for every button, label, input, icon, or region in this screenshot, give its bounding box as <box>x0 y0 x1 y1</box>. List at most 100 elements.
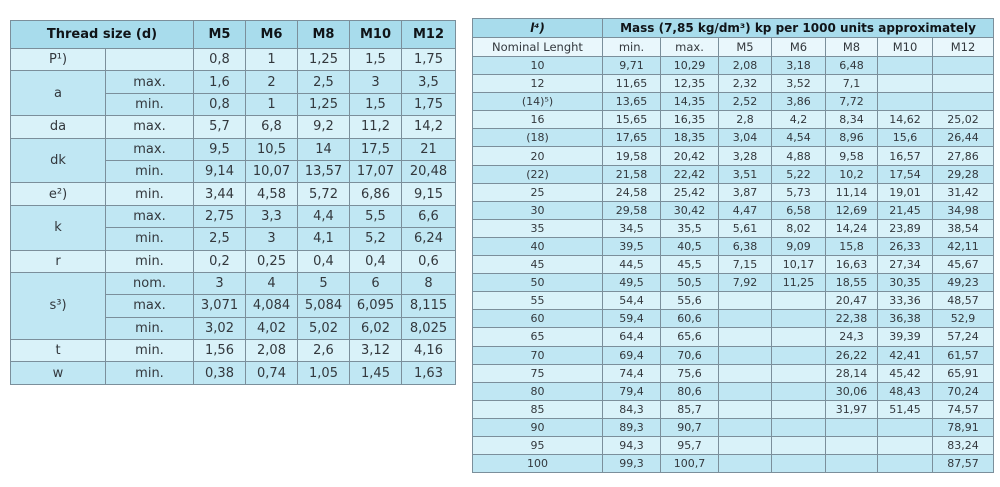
table-cell: 1,25 <box>297 47 350 72</box>
table-row: 35 34,5 35,5 5,61 8,02 14,24 23,89 38,54 <box>472 218 995 238</box>
table-cell: 0,8 <box>193 47 246 72</box>
table-cell <box>718 363 772 383</box>
table-cell: 17,65 <box>602 128 661 148</box>
row-label: t <box>10 339 106 363</box>
mass-table-body: 10 9,71 10,29 2,08 3,18 6,48 12 11,65 12,35 2,32 3… <box>472 55 995 474</box>
table-cell: 5,7 <box>193 115 246 139</box>
nominal-length-value: 70 <box>472 345 603 365</box>
table-cell: 5,084 <box>297 294 350 318</box>
table-cell: 9,5 <box>193 137 246 161</box>
table-cell: 0,8 <box>193 92 246 117</box>
nominal-length-value: 10 <box>472 55 603 76</box>
col-header: min. <box>602 37 661 57</box>
table-cell <box>718 417 772 437</box>
nominal-length-value: 20 <box>472 146 603 166</box>
table-row: a max. 1,6 2 2,5 3 3,5 <box>10 70 456 117</box>
table-cell: 55,6 <box>660 291 719 311</box>
table-cell: 1 <box>245 92 298 117</box>
nominal-length-value: (14)⁵) <box>472 92 603 112</box>
table-cell: 0,38 <box>193 361 246 385</box>
table-cell: 2 <box>245 70 298 94</box>
table-cell: 3,12 <box>349 339 402 363</box>
table-row: s³) nom. 3 4 5 6 8 <box>10 271 456 341</box>
table-cell: 70,24 <box>931 381 995 401</box>
table-cell: 61,57 <box>931 345 995 365</box>
table-cell: 8,02 <box>771 218 826 238</box>
table-cell: 35,5 <box>660 218 719 238</box>
table-cell <box>718 345 772 365</box>
table-cell <box>718 454 772 474</box>
table-cell: 23,89 <box>877 218 933 238</box>
table-cell: 4,1 <box>297 227 350 251</box>
table-cell <box>771 454 826 474</box>
table-row: (14)⁵) 13,65 14,35 2,52 3,86 7,72 <box>472 92 995 112</box>
table-cell: 15,6 <box>877 128 933 148</box>
col-header-m3: M10 <box>349 20 402 49</box>
table-cell: 6,095 <box>349 294 402 318</box>
nominal-length-value: 40 <box>472 236 603 257</box>
table-cell: 9,2 <box>297 115 350 139</box>
table-cell: 75,6 <box>660 363 719 383</box>
row-sublabel <box>105 47 194 72</box>
table-cell: 9,58 <box>825 146 878 166</box>
nominal-length-value: 16 <box>472 110 603 130</box>
table-cell: 18,35 <box>660 128 719 148</box>
table-cell <box>931 74 995 94</box>
table-cell: 22,42 <box>660 164 719 184</box>
table-cell: 5,2 <box>349 227 402 251</box>
row-sublabel: min. <box>105 159 194 184</box>
table-cell <box>718 309 772 329</box>
nominal-length-value: 50 <box>472 273 603 293</box>
table-cell: 3,87 <box>718 182 772 202</box>
table-cell: 4,16 <box>401 339 456 363</box>
table-cell: 21,45 <box>877 200 933 220</box>
nominal-length-value: 95 <box>472 435 603 456</box>
table-cell: 26,22 <box>825 345 878 365</box>
table-cell: 12,69 <box>825 200 878 220</box>
table-cell: 1,6 <box>193 70 246 94</box>
table-cell: 14 <box>297 137 350 161</box>
table-cell: 19,01 <box>877 182 933 202</box>
thread-size-title: Thread size (d) <box>10 20 194 49</box>
table-row: 80 79,4 80,6 30,06 48,43 70,24 <box>472 381 995 401</box>
table-cell: 5,22 <box>771 164 826 184</box>
row-sublabel: min. <box>105 227 194 251</box>
table-cell: 65,6 <box>660 327 719 347</box>
table-cell: 3,18 <box>771 55 826 76</box>
nominal-length-value: 45 <box>472 255 603 275</box>
table-cell: 5,72 <box>297 182 350 206</box>
table-cell: 11,14 <box>825 182 878 202</box>
row-label: e²) <box>10 182 106 206</box>
row-sublabel: nom. <box>105 271 194 296</box>
table-row: 100 99,3 100,7 87,57 <box>472 454 995 474</box>
row-sublabel: max. <box>105 137 194 161</box>
table-cell <box>877 55 933 76</box>
table-row: t min. 1,56 2,08 2,6 3,12 4,16 <box>10 339 456 363</box>
table-cell: 3,04 <box>718 128 772 148</box>
table-cell: 26,33 <box>877 236 933 257</box>
table-cell: 89,3 <box>602 417 661 437</box>
table-cell: 18,55 <box>825 273 878 293</box>
table-cell: 59,4 <box>602 309 661 329</box>
table-cell: 2,08 <box>718 55 772 76</box>
row-label: s³) <box>10 271 106 341</box>
table-row: 70 69,4 70,6 26,22 42,41 61,57 <box>472 345 995 365</box>
table-cell: 6 <box>349 271 402 296</box>
table-row: min. 0,8 1 1,25 1,5 1,75 <box>11 92 456 117</box>
table-cell: 2,75 <box>193 204 246 229</box>
table-row: min. 3,02 4,02 5,02 6,02 8,025 <box>11 316 456 341</box>
table-cell: 48,43 <box>877 381 933 401</box>
table-cell: 3 <box>193 271 246 296</box>
table-cell: 31,97 <box>825 399 878 419</box>
table-cell: 87,57 <box>931 454 995 474</box>
table-cell: 10,5 <box>245 137 298 161</box>
table-cell: 7,92 <box>718 273 772 293</box>
row-sublabel: max. <box>105 70 194 94</box>
table-cell: 1,25 <box>297 92 350 117</box>
table-cell: 2,5 <box>193 227 246 251</box>
length-symbol-label: l⁴) <box>472 18 603 38</box>
table-cell: 10,07 <box>245 159 298 184</box>
table-cell: 3,52 <box>771 74 826 94</box>
table-cell: 11,2 <box>349 115 402 139</box>
nominal-length-value: 35 <box>472 218 603 238</box>
